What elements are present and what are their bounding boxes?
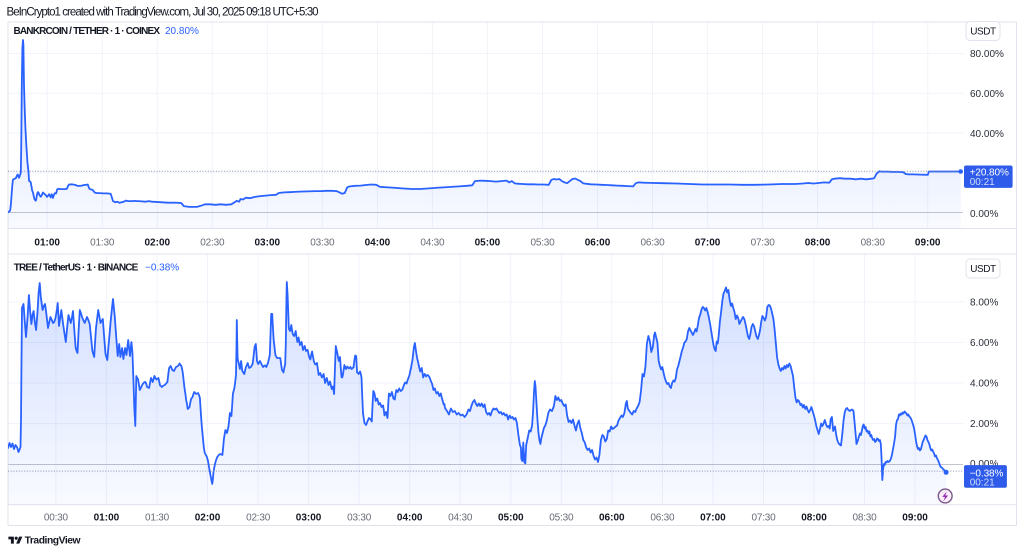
svg-text:07:30: 07:30 [751,512,776,523]
svg-text:05:30: 05:30 [530,237,555,248]
svg-text:4.00%: 4.00% [970,379,998,390]
svg-text:0.00%: 0.00% [970,209,998,220]
svg-text:+20.80%: +20.80% [970,167,1009,178]
svg-text:03:00: 03:00 [296,512,322,523]
svg-text:03:30: 03:30 [347,512,372,523]
svg-text:02:00: 02:00 [145,237,171,248]
svg-text:BANKRCOIN / TETHER · 1 · COINE: BANKRCOIN / TETHER · 1 · COINEX [14,26,161,37]
svg-text:00:21: 00:21 [970,177,995,188]
svg-text:TREE / TetherUS · 1 · BINANCE: TREE / TetherUS · 1 · BINANCE [14,263,139,274]
svg-text:09:00: 09:00 [915,237,941,248]
svg-text:01:00: 01:00 [94,512,120,523]
svg-text:08:00: 08:00 [805,237,831,248]
svg-text:USDT: USDT [970,264,996,275]
svg-text:01:30: 01:30 [145,512,170,523]
svg-text:05:00: 05:00 [475,237,501,248]
svg-text:08:00: 08:00 [801,512,827,523]
svg-text:01:30: 01:30 [90,237,115,248]
svg-text:8.00%: 8.00% [970,298,998,309]
svg-text:01:00: 01:00 [34,237,60,248]
svg-text:0.00%: 0.00% [970,459,998,470]
svg-text:USDT: USDT [970,27,996,38]
svg-text:07:00: 07:00 [700,512,726,523]
svg-text:6.00%: 6.00% [970,338,998,349]
svg-text:TradingView: TradingView [25,535,82,546]
svg-text:03:00: 03:00 [255,237,281,248]
svg-text:−0.38%: −0.38% [145,263,179,274]
svg-text:2.00%: 2.00% [970,419,998,430]
svg-text:00:30: 00:30 [44,512,69,523]
svg-text:02:30: 02:30 [246,512,271,523]
svg-text:00:21: 00:21 [970,478,995,489]
svg-text:06:00: 06:00 [585,237,611,248]
svg-text:−0.38%: −0.38% [970,468,1004,479]
svg-text:60.00%: 60.00% [970,89,1004,100]
svg-text:08:30: 08:30 [861,237,886,248]
svg-text:03:30: 03:30 [310,237,335,248]
svg-text:20.80%: 20.80% [165,26,199,37]
svg-text:04:00: 04:00 [397,512,423,523]
svg-text:02:30: 02:30 [200,237,225,248]
svg-text:07:00: 07:00 [695,237,721,248]
svg-text:06:30: 06:30 [640,237,665,248]
svg-text:02:00: 02:00 [195,512,221,523]
svg-text:04:30: 04:30 [420,237,445,248]
svg-text:80.00%: 80.00% [970,49,1004,60]
svg-text:08:30: 08:30 [852,512,877,523]
svg-text:06:00: 06:00 [599,512,625,523]
svg-text:05:00: 05:00 [498,512,524,523]
svg-text:40.00%: 40.00% [970,129,1004,140]
svg-text:04:00: 04:00 [365,237,391,248]
svg-text:BeInCrypto1 created with Tradi: BeInCrypto1 created with TradingView.com… [7,7,319,19]
svg-text:09:00: 09:00 [902,512,928,523]
svg-text:07:30: 07:30 [751,237,776,248]
svg-text:04:30: 04:30 [448,512,473,523]
svg-text:05:30: 05:30 [549,512,574,523]
svg-text:06:30: 06:30 [650,512,675,523]
